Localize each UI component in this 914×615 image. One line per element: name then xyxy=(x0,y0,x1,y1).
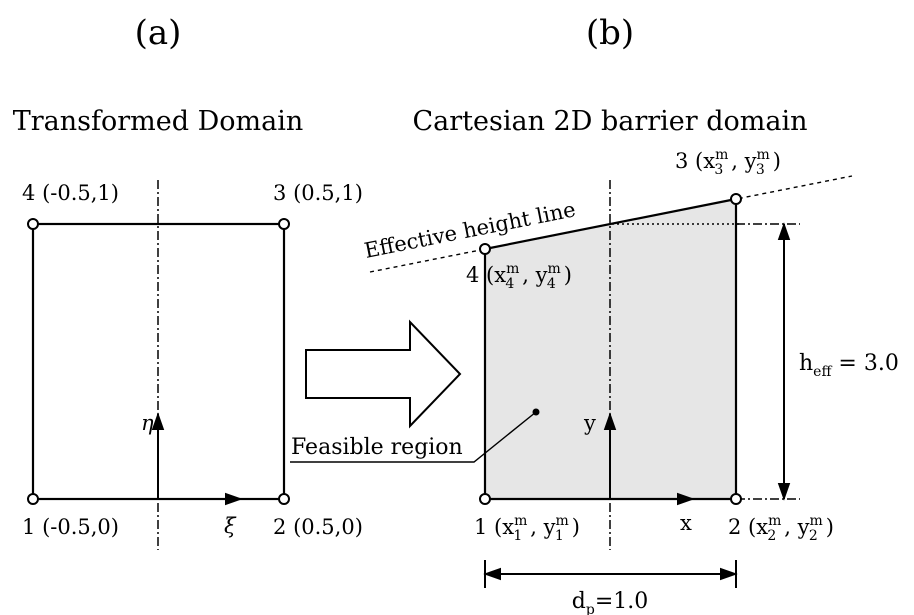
panel-a-label: (a) xyxy=(135,13,182,53)
panel-b-title: Cartesian 2D barrier domain xyxy=(412,106,807,137)
feasible-region-leader xyxy=(290,411,537,463)
node-marker xyxy=(479,243,491,255)
effective-height-line xyxy=(369,175,853,273)
node-a4-label: 4 (-0.5,1) xyxy=(22,181,119,205)
node-a2-label: 2 (0.5,0) xyxy=(273,515,363,539)
node-b1-label: 1 (xm 1, ym 1) xyxy=(474,513,580,544)
node-a3-label: 3 (0.5,1) xyxy=(273,181,363,205)
feasible-region-fill xyxy=(485,199,736,499)
feasible-region-label: Feasible region xyxy=(291,435,463,460)
y-axis-label: y xyxy=(583,411,596,435)
transform-arrow-icon xyxy=(305,319,462,429)
panel-b-label: (b) xyxy=(586,13,634,53)
node-b4-label: 4 (xm 4, ym 4) xyxy=(466,261,572,292)
x-axis-label: x xyxy=(680,511,692,535)
xi-axis-label: ξ xyxy=(224,514,237,538)
node-marker xyxy=(730,493,742,505)
panel-a-title: Transformed Domain xyxy=(13,106,304,137)
node-marker xyxy=(730,193,742,205)
node-a1-label: 1 (-0.5,0) xyxy=(22,515,119,539)
eta-axis-label: η xyxy=(141,411,154,435)
dp-label: dp=1.0 xyxy=(572,589,648,615)
node-marker xyxy=(27,218,39,230)
h-eff-label: heff = 3.0 xyxy=(799,351,899,380)
node-marker xyxy=(27,493,39,505)
node-marker xyxy=(278,493,290,505)
node-marker xyxy=(278,218,290,230)
node-marker xyxy=(479,493,491,505)
node-b2-label: 2 (xm 2, ym 2) xyxy=(728,513,834,544)
node-b3-label: 3 (xm 3, ym 3) xyxy=(675,147,781,178)
panel-b-diagram: heff = 3.0 dp=1.0 Feasible region Effect… xyxy=(290,147,899,615)
panel-a-diagram: 4 (-0.5,1) 3 (0.5,1) 1 (-0.5,0) 2 (0.5,0… xyxy=(22,180,363,550)
top-edge xyxy=(484,197,737,251)
